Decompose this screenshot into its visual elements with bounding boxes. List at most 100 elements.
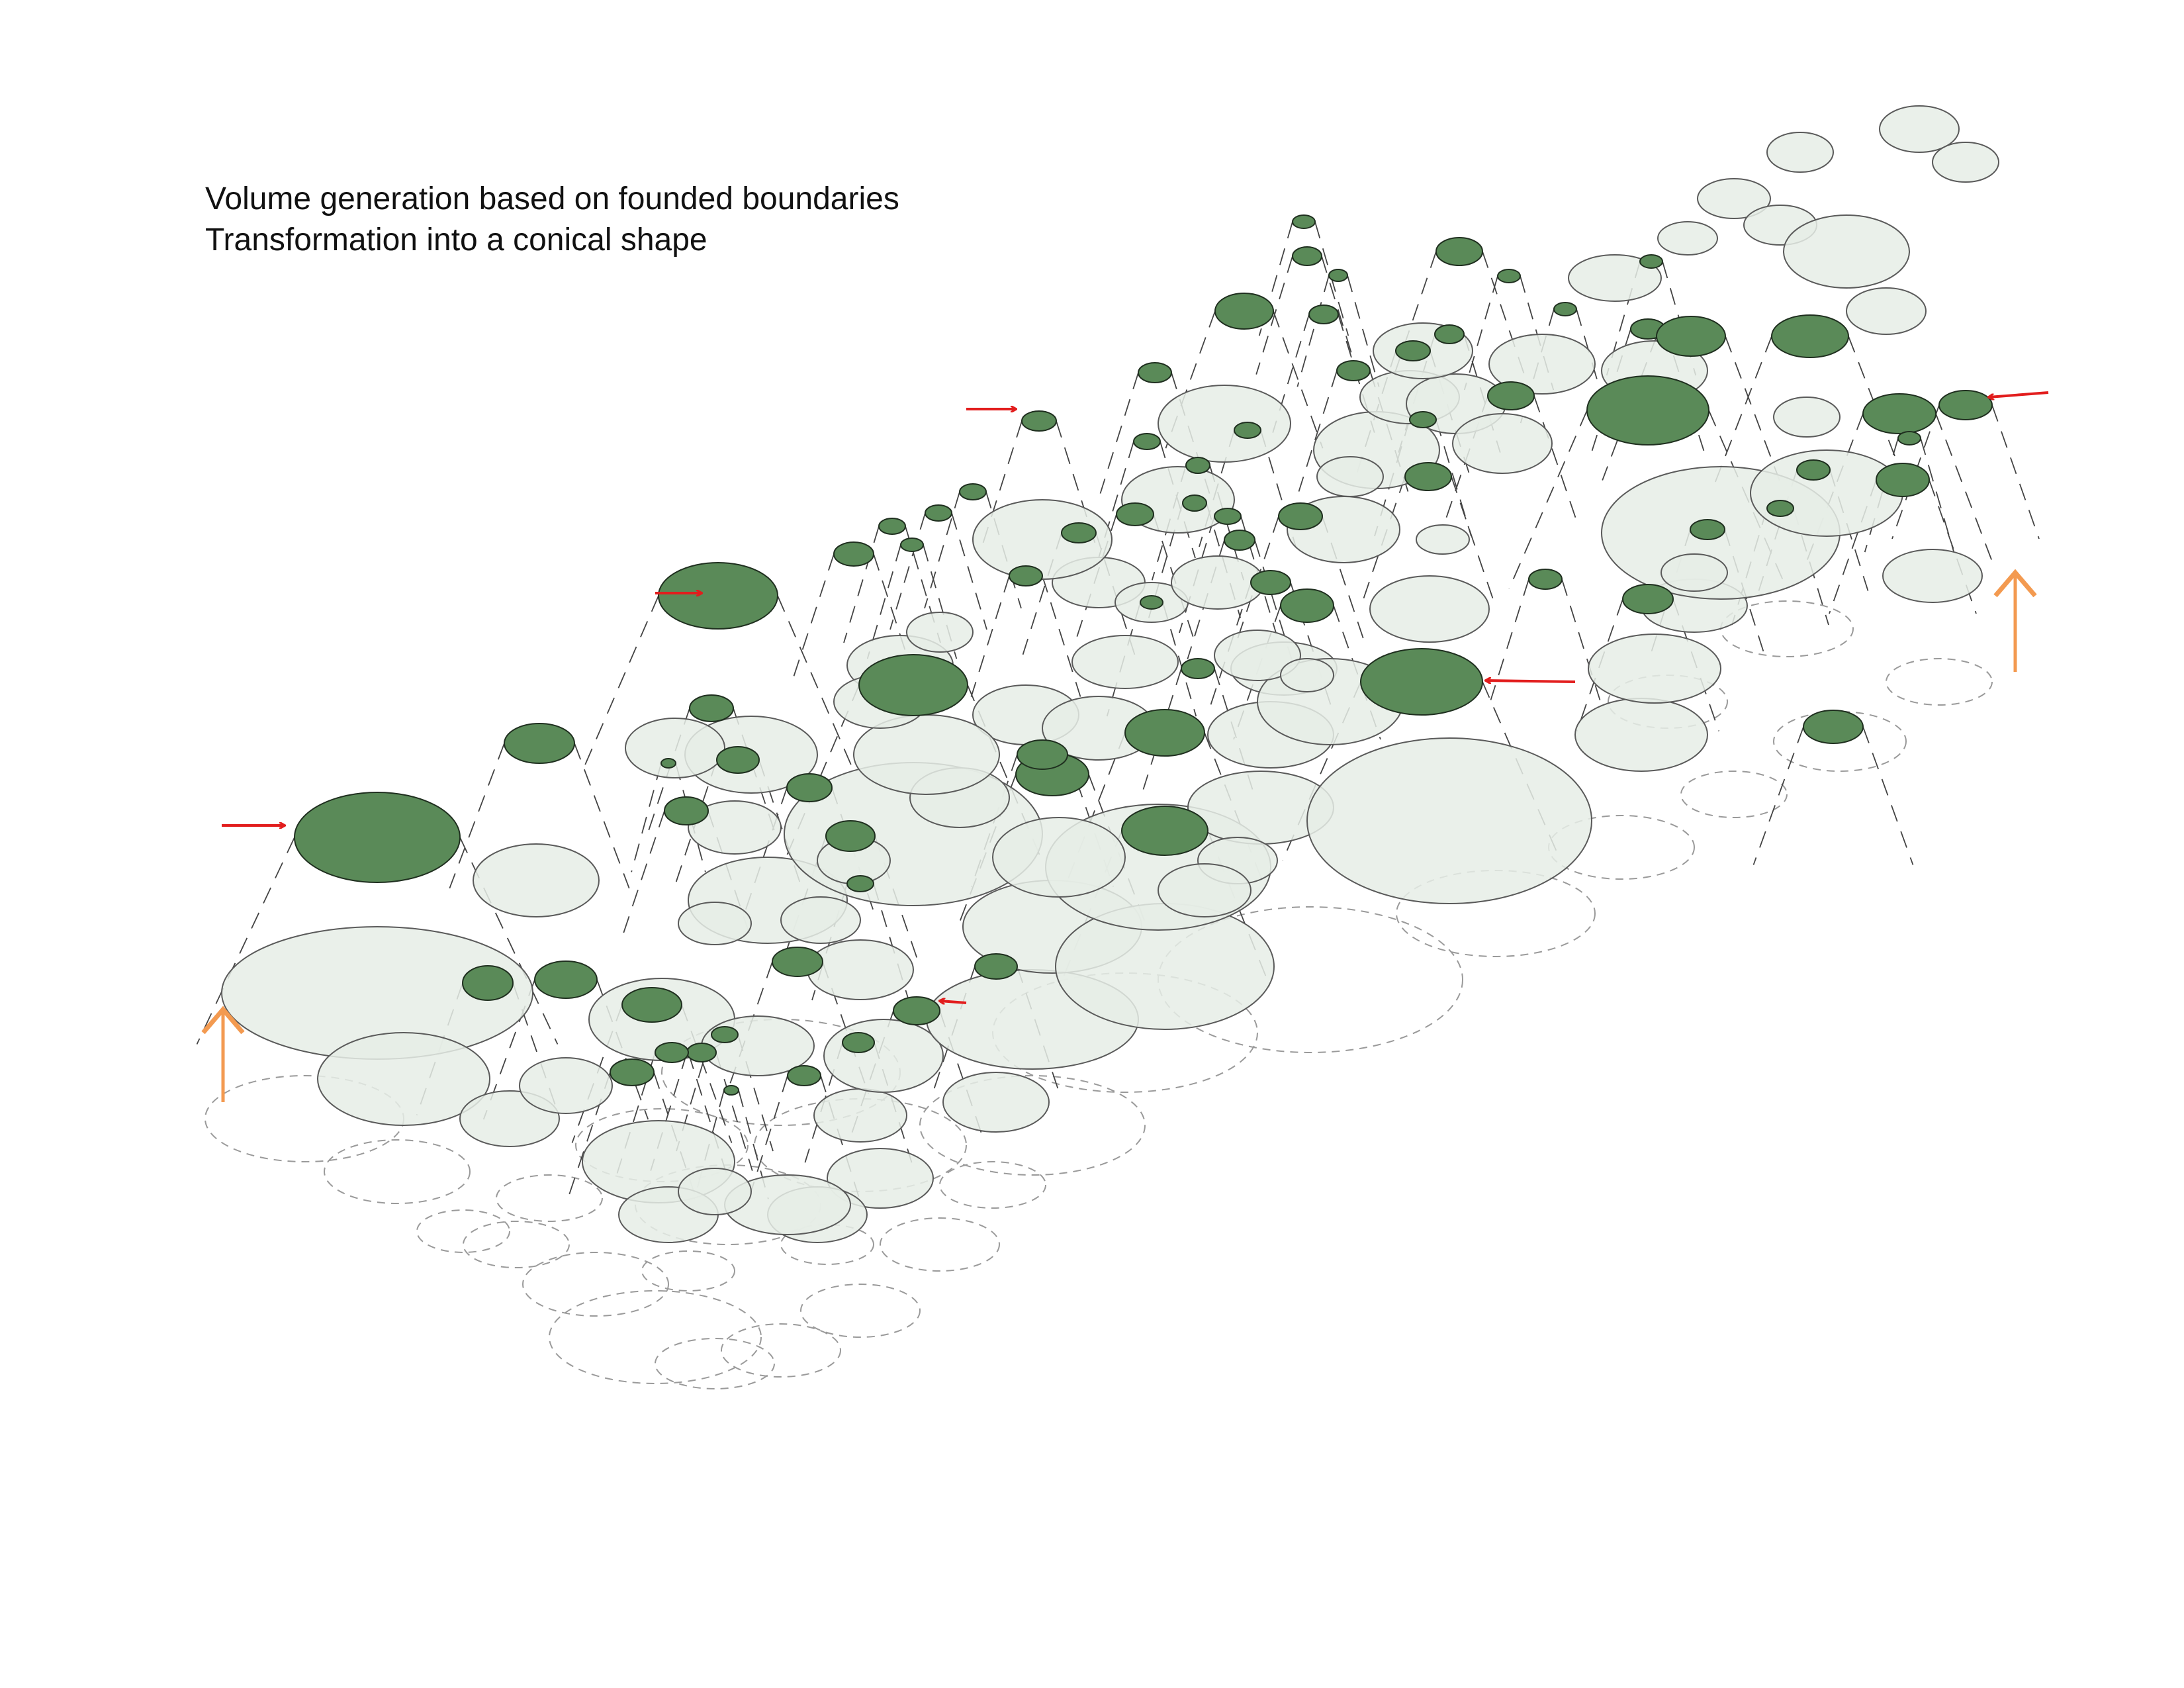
boundary-volume-ellipse [1416, 524, 1470, 555]
cone-top-ellipse [621, 987, 682, 1023]
cone-top-ellipse [1395, 340, 1431, 361]
cone-top-ellipse [786, 773, 833, 802]
cone-top-ellipse [858, 654, 968, 716]
cone-top-ellipse [1639, 254, 1663, 269]
base-footprint-ellipse [416, 1209, 510, 1253]
cone-edge-line [1862, 726, 1914, 865]
cone-top-ellipse [1690, 519, 1725, 540]
cone-top-ellipse [1586, 375, 1709, 445]
boundary-volume-ellipse [1071, 635, 1179, 689]
boundary-volume-ellipse [813, 1088, 907, 1143]
cone-edge-line [1297, 275, 1330, 387]
cone-tops-layer [294, 214, 1993, 1096]
base-footprint-ellipse [1886, 658, 1993, 706]
caption: Volume generation based on founded bound… [205, 179, 899, 261]
base-footprint-ellipse [1773, 711, 1907, 772]
cone-edge-line [567, 1072, 611, 1201]
cone-top-ellipse [1435, 237, 1483, 266]
cone-top-ellipse [1133, 433, 1161, 450]
caption-line-2: Transformation into a conical shape [205, 222, 707, 258]
cone-top-ellipse [1009, 565, 1043, 586]
cone-top-ellipse [1021, 410, 1057, 432]
boundary-volume-ellipse [1879, 105, 1960, 153]
cone-edge-line [1298, 370, 1338, 492]
cone-edge-line [737, 1034, 774, 1152]
cone-edge-line [1099, 372, 1139, 494]
boundary-volume-ellipse [1846, 287, 1927, 335]
cone-edge-line [873, 553, 915, 680]
boundary-volume-ellipse [1657, 221, 1718, 256]
cone-edge-line [749, 1075, 788, 1197]
cone-top-ellipse [686, 1043, 717, 1062]
cone-top-ellipse [833, 541, 874, 567]
cone-top-ellipse [1487, 381, 1535, 410]
cone-top-ellipse [658, 562, 778, 630]
cone-top-ellipse [1017, 739, 1068, 770]
cone-top-ellipse [1897, 431, 1921, 445]
cone-edge-line [1713, 336, 1772, 486]
cone-top-ellipse [1553, 302, 1577, 316]
boundary-volume-ellipse [1574, 698, 1708, 772]
base-footprint-ellipse [1680, 771, 1788, 818]
cone-edge-line [616, 1052, 656, 1174]
cone-top-ellipse [1622, 584, 1674, 614]
cone-edge-line [1435, 419, 1472, 537]
base-footprint-ellipse [780, 1224, 874, 1265]
cone-top-ellipse [772, 947, 823, 977]
cone-top-ellipse [842, 1032, 875, 1053]
red-arrow-icon [1486, 680, 1576, 682]
base-footprint-ellipse [939, 1161, 1046, 1209]
boundary-volume-ellipse [1369, 575, 1490, 643]
cone-edge-line [792, 553, 835, 680]
boundary-volume-ellipse [1773, 397, 1841, 438]
cone-top-ellipse [1140, 595, 1163, 610]
indicator-arrows-layer [201, 391, 2049, 1102]
boundary-volume-ellipse [992, 817, 1126, 898]
cone-top-ellipse [787, 1065, 821, 1086]
cone-top-ellipse [1292, 214, 1316, 229]
cone-edge-line [951, 512, 987, 630]
cone-edge-line [1463, 275, 1498, 391]
cone-top-ellipse [610, 1058, 655, 1086]
cone-edge-line [196, 837, 295, 1045]
base-footprint-ellipse [549, 1290, 762, 1384]
boundary-volumes-layer [221, 105, 1999, 1243]
cone-top-ellipse [1336, 360, 1371, 381]
cone-edge-line [1347, 275, 1380, 387]
cone-edge-line [873, 883, 909, 1001]
boundary-volume-ellipse [1568, 254, 1662, 302]
boundary-volume-ellipse [1452, 413, 1553, 474]
boundary-volume-ellipse [678, 902, 752, 945]
cone-edge-line [1056, 420, 1096, 543]
boundary-volume-ellipse [1882, 549, 1983, 603]
cone-edge-line [1254, 539, 1293, 660]
cone-edge-line [1098, 441, 1134, 559]
cone-edge-line [1260, 430, 1297, 547]
boundary-volume-ellipse [625, 718, 725, 778]
base-footprint-ellipse [641, 1250, 735, 1291]
boundary-volume-ellipse [1316, 456, 1384, 497]
boundary-volume-ellipse [1158, 385, 1291, 463]
boundary-volume-ellipse [1932, 142, 1999, 183]
cone-top-ellipse [1224, 530, 1255, 551]
cone-top-ellipse [1404, 462, 1452, 491]
red-arrow-icon [1989, 391, 2049, 397]
cone-edge-line [631, 763, 662, 872]
cone-top-ellipse [1528, 569, 1563, 590]
cone-edge-line [571, 1004, 623, 1143]
boundary-volume-ellipse [780, 896, 861, 944]
cone-top-ellipse [1280, 588, 1334, 623]
up-arrow-head [201, 1006, 245, 1035]
boundary-volume-ellipse [519, 1057, 613, 1114]
cone-top-ellipse [534, 961, 598, 999]
cone-top-ellipse [1061, 522, 1097, 543]
up-arrow-icon [1993, 569, 2037, 672]
base-footprint-ellipse [522, 1252, 669, 1317]
boundary-volume-ellipse [1306, 737, 1592, 904]
cone-top-ellipse [1124, 709, 1205, 757]
cone-top-ellipse [1138, 362, 1172, 383]
boundary-volume-ellipse [1661, 553, 1728, 592]
cone-top-ellipse [846, 875, 874, 892]
cone-edge-line [621, 810, 665, 939]
boundary-volume-ellipse [942, 1072, 1050, 1133]
